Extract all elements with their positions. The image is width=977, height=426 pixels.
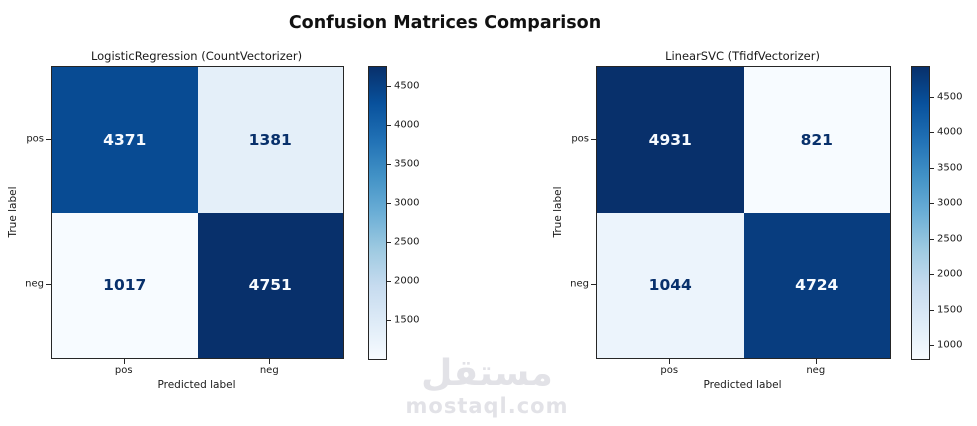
colorbar-tick-mark [930,96,934,98]
x-tick-mark [123,359,125,364]
heatmap-cell: 4371 [52,67,198,213]
heatmap-cell: 1017 [52,212,198,358]
colorbar-tick-mark [387,85,391,87]
heatmap-cell: 4751 [197,212,343,358]
colorbar-tick-mark [930,203,934,205]
y-tick-label: neg [25,278,44,290]
colorbar-tick-label: 4000 [394,119,420,131]
heatmap-plot: 4371 1381 1017 4751 [51,66,344,359]
subplot-title: LogisticRegression (CountVectorizer) [90,49,303,63]
figure-title: Confusion Matrices Comparison [288,13,602,33]
watermark-arabic-text: مستقل [421,353,553,394]
colorbar-tick-label: 2000 [394,275,420,287]
colorbar-tick-label: 4500 [937,91,963,103]
colorbar [368,66,387,360]
colorbar-tick-label: 3500 [394,158,420,170]
x-tick-label: neg [806,365,826,376]
colorbar-tick-mark [930,132,934,134]
heatmap-cell: 1381 [197,67,343,213]
colorbar-tick-label: 2500 [937,233,963,245]
y-axis-label: True label [552,185,564,238]
colorbar-tick-mark [930,309,934,311]
colorbar-tick-mark [930,274,934,276]
colorbar-tick-label: 1500 [394,314,420,326]
colorbar-tick-label: 3500 [937,162,963,174]
colorbar-tick-label: 3000 [394,197,420,209]
x-tick-mark [269,359,271,364]
colorbar-tick-label: 1500 [937,304,963,316]
colorbar-tick-mark [387,163,391,165]
y-axis-label: True label [7,185,19,238]
heatmap-cell: 821 [743,67,890,213]
colorbar-tick-mark [930,167,934,169]
colorbar-tick-label: 1000 [937,339,963,351]
colorbar-tick-label: 3000 [937,197,963,209]
y-tick-mark [46,284,51,286]
y-tick-label: pos [26,133,44,145]
colorbar-tick-mark [930,345,934,347]
x-tick-label: pos [660,365,679,376]
colorbar-tick-mark [930,238,934,240]
watermark-domain-text: mostaql.com [405,394,569,418]
x-axis-label: Predicted label [703,379,782,391]
x-tick-label: pos [114,365,133,376]
colorbar-tick-label: 4000 [937,126,963,138]
watermark: مستقل mostaql.com [406,356,569,417]
y-tick-label: neg [570,278,589,290]
colorbar-tick-mark [387,320,391,322]
x-tick-mark [815,359,817,364]
colorbar [911,66,930,360]
heatmap-cell: 4724 [743,212,890,358]
colorbar-tick-mark [387,242,391,244]
y-tick-mark [46,138,51,140]
colorbar-tick-mark [387,202,391,204]
subplot-title: LinearSVC (TfidfVectorizer) [665,49,820,63]
x-axis-label: Predicted label [157,379,236,391]
x-tick-label: neg [259,365,279,376]
y-tick-label: pos [571,133,589,145]
heatmap-plot: 4931 821 1044 4724 [596,66,891,359]
colorbar-tick-label: 2500 [394,236,420,248]
heatmap-cell: 1044 [597,212,744,358]
colorbar-tick-mark [387,281,391,283]
x-tick-mark [669,359,671,364]
colorbar-tick-label: 4500 [394,80,420,92]
heatmap-cell: 4931 [597,67,744,213]
y-tick-mark [591,138,596,140]
colorbar-tick-mark [387,124,391,126]
y-tick-mark [591,284,596,286]
colorbar-tick-label: 2000 [937,268,963,280]
